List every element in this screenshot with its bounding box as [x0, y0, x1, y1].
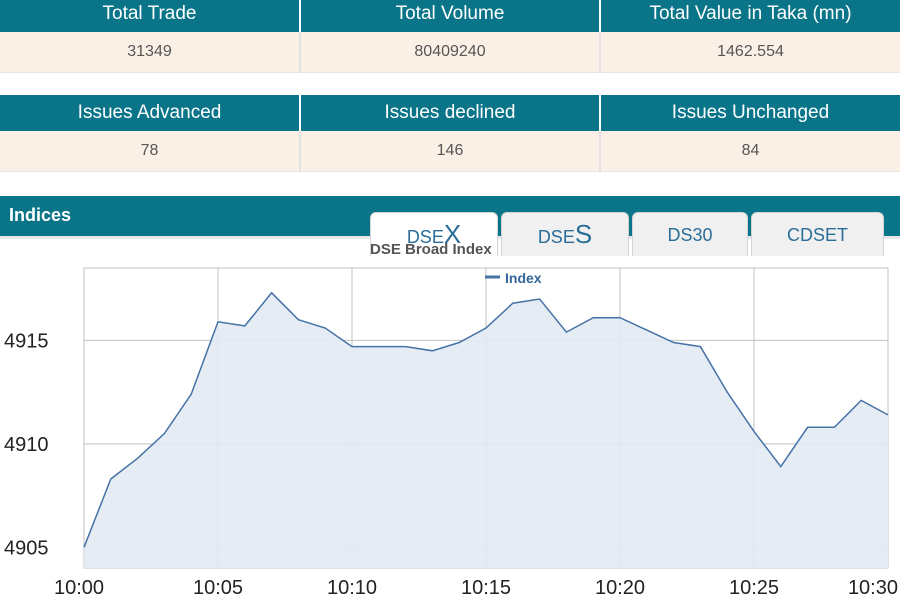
index-point — [565, 331, 567, 333]
index-point — [833, 426, 835, 428]
total-value-header: Total Value in Taka (mn) — [600, 0, 900, 32]
x-tick-label: 10:05 — [193, 577, 243, 599]
index-point — [244, 325, 246, 327]
index-point — [887, 414, 889, 416]
index-point — [592, 317, 594, 319]
y-tick-label: 4905 — [4, 537, 49, 559]
index-point — [190, 393, 192, 395]
index-point — [539, 298, 541, 300]
issues-unchanged-value: 84 — [600, 131, 900, 172]
index-point — [753, 430, 755, 432]
index-point — [807, 426, 809, 428]
index-point — [726, 391, 728, 393]
total-value-value: 1462.554 — [600, 32, 900, 73]
index-point — [673, 342, 675, 344]
issues-advanced-header: Issues Advanced — [0, 95, 301, 131]
index-point — [351, 346, 353, 348]
index-point — [646, 329, 648, 331]
indices-title: Indices — [9, 205, 72, 225]
total-trade-header: Total Trade — [0, 0, 301, 32]
issues-declined-header: Issues declined — [300, 95, 601, 131]
tab-dses-suffix: S — [574, 219, 593, 249]
index-point — [699, 346, 701, 348]
issues-unchanged-header: Issues Unchanged — [600, 95, 900, 131]
index-area — [84, 292, 888, 568]
index-point — [431, 350, 433, 352]
index-point — [485, 327, 487, 329]
y-tick-label: 4915 — [4, 330, 49, 352]
tab-ds30[interactable]: DS30 — [632, 212, 748, 256]
issues-table: Issues Advanced Issues declined Issues U… — [0, 95, 900, 172]
y-tick-label: 4910 — [4, 434, 49, 456]
x-tick-label: 10:00 — [54, 577, 104, 599]
index-point — [512, 302, 514, 304]
x-tick-label: 10:10 — [327, 577, 377, 599]
tab-dsex-prefix: DSE — [406, 227, 444, 247]
tab-cdset[interactable]: CDSET — [751, 212, 884, 256]
index-line — [83, 291, 889, 548]
tab-cdset-label: CDSET — [786, 225, 848, 245]
index-point — [458, 342, 460, 344]
index-point — [83, 546, 85, 548]
tab-ds30-label: DS30 — [667, 225, 713, 245]
x-tick-label: 10:20 — [595, 577, 645, 599]
index-point — [163, 433, 165, 435]
index-point — [619, 317, 621, 319]
chart-title: DSE Broad Index — [370, 241, 492, 258]
index-point — [405, 346, 407, 348]
index-point — [137, 457, 139, 459]
x-tick-label: 10:30 — [848, 577, 898, 599]
issues-declined-value: 146 — [300, 131, 601, 172]
index-point — [860, 399, 862, 401]
market-summary-table: Total Trade Total Volume Total Value in … — [0, 0, 900, 73]
index-point — [378, 346, 380, 348]
index-point — [271, 292, 273, 294]
tab-dsex[interactable]: DSEX — [370, 212, 498, 256]
total-trade-value: 31349 — [0, 32, 301, 73]
total-volume-value: 80409240 — [300, 32, 601, 73]
legend-label: Index — [505, 270, 542, 286]
index-point — [297, 319, 299, 321]
tab-dsex-suffix: X — [443, 219, 462, 249]
index-point — [217, 321, 219, 323]
index-point — [780, 466, 782, 468]
index-point — [110, 478, 112, 480]
tab-dses-prefix: DSE — [537, 227, 575, 247]
total-volume-header: Total Volume — [300, 0, 601, 32]
x-tick-label: 10:15 — [461, 577, 511, 599]
issues-advanced-value: 78 — [0, 131, 301, 172]
index-point — [324, 327, 326, 329]
x-tick-label: 10:25 — [729, 577, 779, 599]
tab-dses[interactable]: DSES — [501, 212, 629, 256]
